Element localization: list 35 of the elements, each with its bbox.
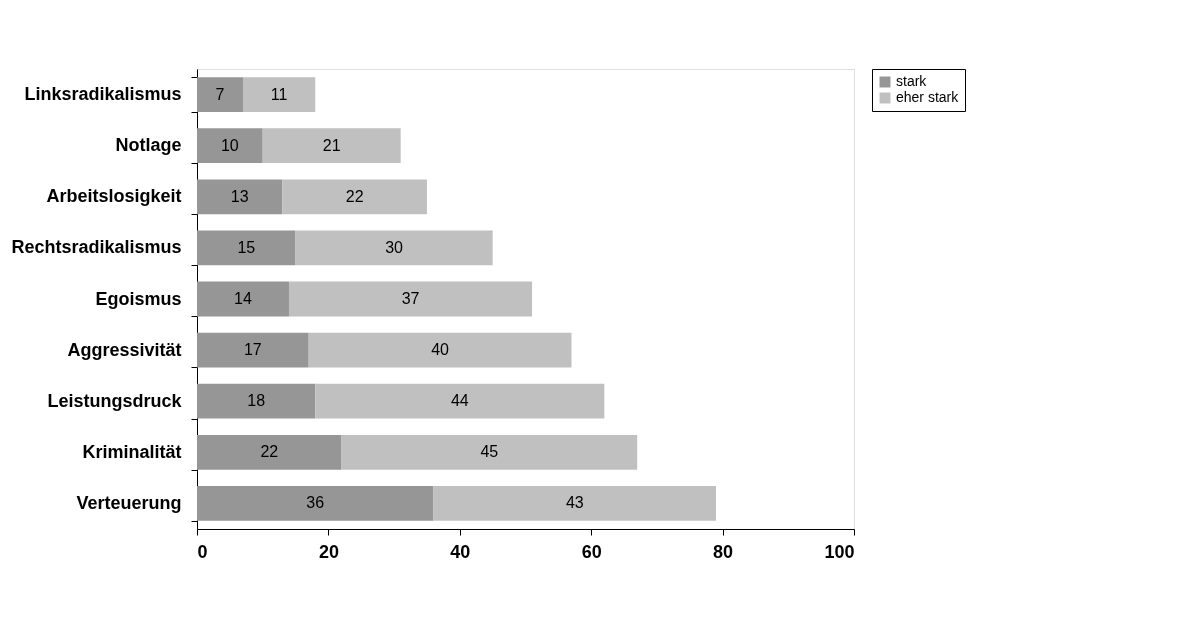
data-label: 30 bbox=[385, 238, 404, 256]
data-label: 22 bbox=[260, 443, 279, 461]
data-label: 43 bbox=[565, 494, 584, 512]
x-tick-label: 80 bbox=[713, 541, 734, 562]
data-label: 18 bbox=[247, 392, 266, 410]
data-label: 13 bbox=[230, 187, 249, 205]
data-label: 44 bbox=[450, 392, 469, 410]
x-tick-label: 40 bbox=[450, 541, 471, 562]
x-tick-label: 60 bbox=[581, 541, 602, 562]
data-label: 22 bbox=[345, 187, 364, 205]
x-tick-label: 0 bbox=[197, 541, 208, 562]
legend-label: stark bbox=[896, 73, 928, 89]
x-tick-label: 20 bbox=[318, 541, 339, 562]
data-label: 37 bbox=[401, 290, 420, 307]
x-tick-label: 100 bbox=[824, 541, 855, 562]
data-label: 14 bbox=[234, 290, 252, 307]
y-tick-label: Egoismus bbox=[95, 288, 182, 309]
data-label: 21 bbox=[322, 136, 341, 154]
y-tick-label: Aggressivität bbox=[67, 339, 182, 360]
y-tick-label: Rechtsradikalismus bbox=[11, 237, 182, 258]
data-label: 45 bbox=[480, 443, 499, 461]
y-tick-label: Leistungsdruck bbox=[47, 390, 183, 411]
y-tick-label: Kriminalität bbox=[82, 441, 182, 462]
y-tick-label: Verteuerung bbox=[76, 492, 182, 513]
data-label: 36 bbox=[306, 494, 325, 512]
data-label: 15 bbox=[237, 238, 256, 256]
y-tick-label: Arbeitslosigkeit bbox=[46, 186, 182, 207]
legend-label: eher stark bbox=[896, 89, 960, 105]
data-label: 10 bbox=[220, 136, 239, 154]
y-tick-label: Linksradikalismus bbox=[24, 84, 182, 105]
data-label: 40 bbox=[431, 341, 450, 359]
data-label: 11 bbox=[270, 85, 288, 103]
data-label: 17 bbox=[243, 341, 262, 359]
data-label: 7 bbox=[215, 85, 225, 103]
y-tick-label: Notlage bbox=[115, 135, 182, 156]
